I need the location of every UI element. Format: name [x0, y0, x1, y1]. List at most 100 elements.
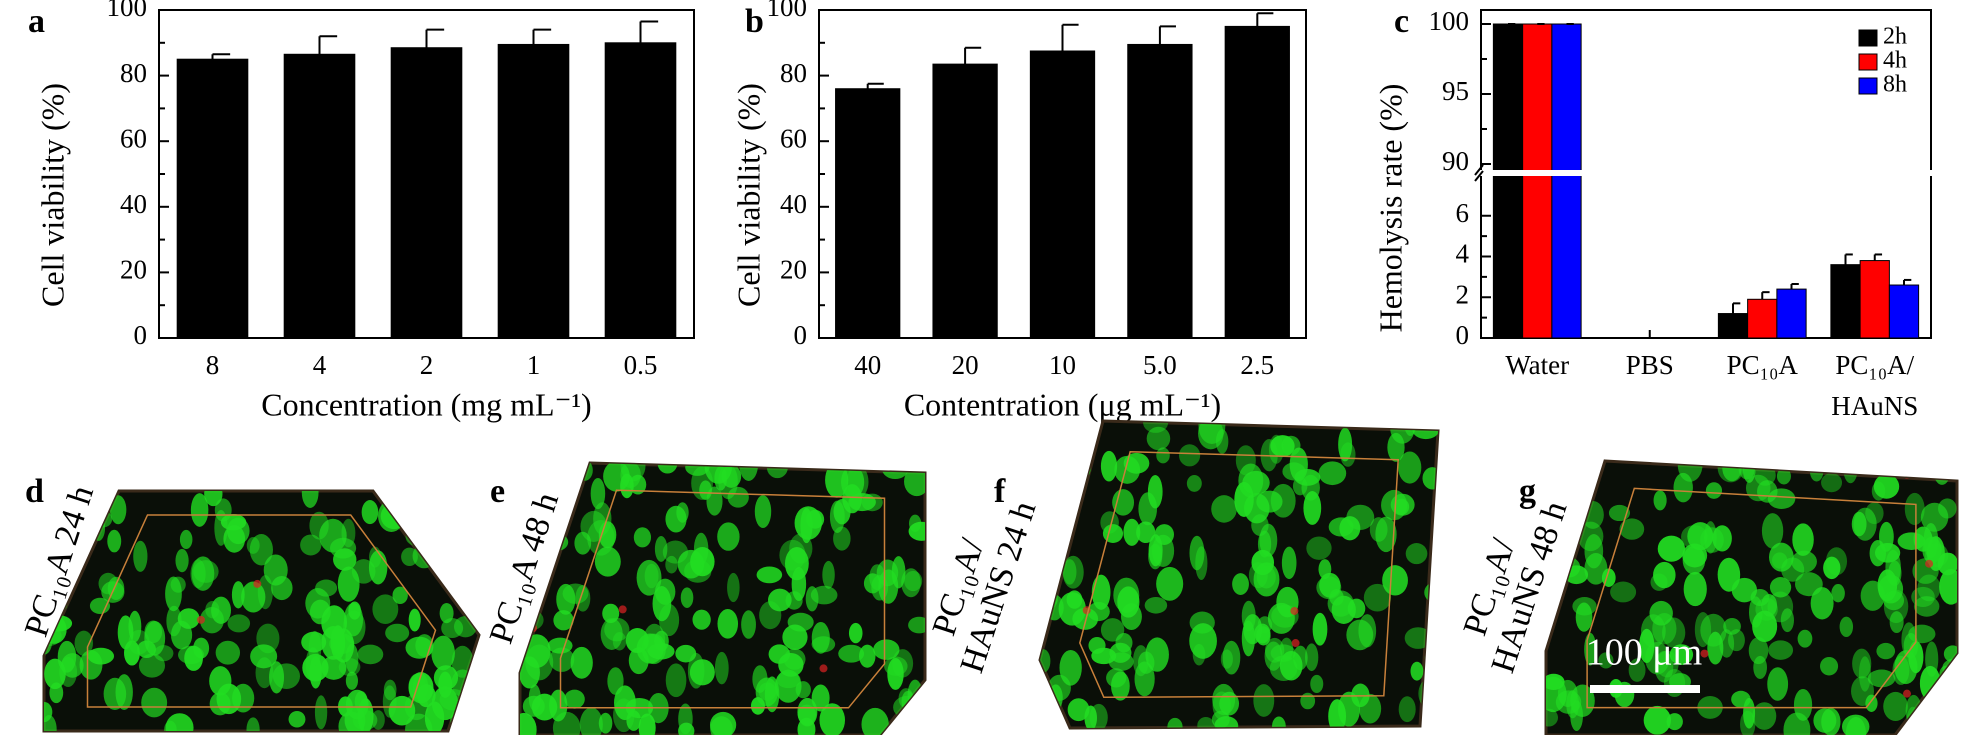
cell — [811, 684, 830, 712]
cell — [1219, 691, 1240, 716]
cell — [1222, 640, 1241, 675]
cell — [372, 594, 399, 625]
cell — [1050, 512, 1066, 541]
cell — [691, 466, 713, 500]
cell — [1211, 710, 1230, 728]
cell — [408, 608, 421, 632]
cell — [665, 505, 687, 533]
cell — [1303, 491, 1322, 525]
cell — [1340, 442, 1356, 467]
cell — [1382, 565, 1408, 596]
cell — [1256, 565, 1276, 589]
cell — [445, 495, 461, 515]
cell — [401, 547, 418, 567]
cell — [684, 559, 712, 583]
cell — [361, 500, 379, 525]
cell — [675, 644, 697, 663]
cell — [1858, 656, 1871, 692]
cell — [1865, 502, 1884, 525]
dead-cell — [1925, 559, 1934, 568]
cell — [1776, 467, 1791, 485]
cell — [337, 566, 360, 602]
cell — [288, 710, 306, 728]
cell — [214, 498, 232, 522]
cell — [638, 713, 656, 735]
cell — [463, 578, 479, 614]
cell — [1146, 426, 1171, 451]
cell — [401, 497, 419, 526]
cell — [570, 646, 593, 679]
cell — [1851, 511, 1867, 537]
cell — [884, 656, 908, 676]
x-tick-label: 4 — [313, 350, 327, 380]
cell — [1761, 513, 1784, 549]
wireframe — [86, 514, 437, 708]
cell — [343, 610, 366, 645]
y-tick-label: 90 — [1442, 146, 1469, 176]
cell — [811, 636, 836, 653]
cell — [727, 572, 740, 603]
y-axis-label: Hemolysis rate (%) — [1372, 84, 1408, 333]
axis-break — [1469, 170, 1943, 176]
dead-cell — [1086, 443, 1095, 452]
cell — [255, 657, 274, 689]
legend-swatch — [1858, 77, 1878, 95]
panel-letter: a — [28, 3, 45, 40]
cell — [314, 695, 328, 730]
cell — [1598, 652, 1614, 669]
cell — [109, 495, 127, 525]
cell — [321, 655, 347, 680]
cell — [1761, 593, 1778, 617]
cell — [891, 556, 906, 589]
cell — [861, 707, 889, 735]
cell — [1831, 584, 1845, 603]
cell — [164, 720, 177, 731]
panel-letter: d — [25, 473, 44, 510]
cell — [689, 659, 715, 686]
cell — [1767, 667, 1789, 701]
cell — [636, 559, 662, 596]
cell — [1281, 546, 1297, 580]
break-mark — [1474, 164, 1484, 176]
legend-label: 4h — [1883, 48, 1907, 74]
cell — [908, 616, 925, 634]
dead-cell — [819, 664, 828, 673]
y-axis-label: Cell viability (%) — [34, 83, 70, 307]
cell — [115, 674, 133, 711]
cell — [215, 640, 241, 665]
cell — [1289, 447, 1308, 482]
cell — [1197, 717, 1215, 728]
cell — [1405, 543, 1428, 565]
cell — [1823, 556, 1841, 580]
cell — [1825, 547, 1848, 576]
cell — [368, 550, 388, 585]
cell — [79, 650, 103, 680]
cell — [319, 518, 347, 553]
cell — [1641, 614, 1666, 648]
bar — [1492, 174, 1524, 339]
legend-label: 2h — [1883, 24, 1907, 50]
cell — [1767, 488, 1796, 509]
break-mark — [1474, 170, 1484, 182]
cell — [107, 529, 122, 553]
cell — [795, 681, 811, 699]
cell — [602, 603, 620, 624]
cell — [241, 581, 266, 613]
x-tick-label: 0.5 — [624, 350, 658, 380]
cell — [357, 644, 384, 665]
cell — [1300, 692, 1316, 710]
bar — [604, 42, 677, 339]
y-tick-label: 40 — [120, 189, 147, 219]
panel-letter: f — [994, 473, 1006, 510]
cell — [1780, 608, 1794, 633]
cell — [1582, 461, 1598, 484]
cell — [1198, 421, 1226, 445]
cell — [764, 676, 780, 713]
cell — [405, 636, 434, 659]
cell — [658, 603, 680, 637]
cell — [1114, 455, 1141, 484]
cell — [1242, 470, 1270, 495]
cell — [269, 661, 285, 694]
cell — [665, 555, 678, 574]
